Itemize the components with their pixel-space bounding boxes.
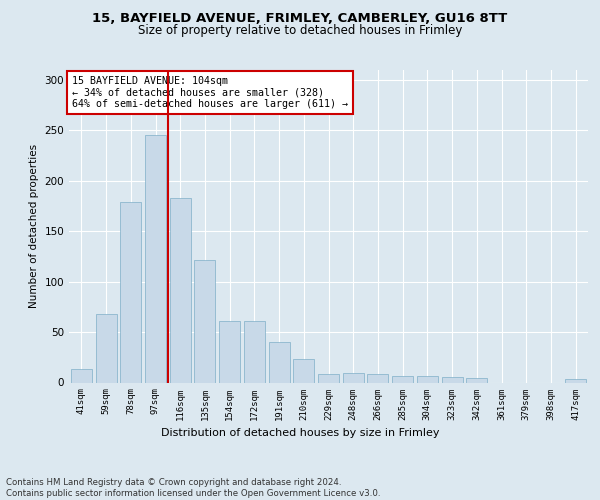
Text: 15 BAYFIELD AVENUE: 104sqm
← 34% of detached houses are smaller (328)
64% of sem: 15 BAYFIELD AVENUE: 104sqm ← 34% of deta… xyxy=(71,76,347,110)
Bar xyxy=(219,321,240,382)
Bar xyxy=(71,370,92,382)
Bar xyxy=(293,360,314,382)
Text: Contains HM Land Registry data © Crown copyright and database right 2024.
Contai: Contains HM Land Registry data © Crown c… xyxy=(6,478,380,498)
Bar xyxy=(343,374,364,382)
Y-axis label: Number of detached properties: Number of detached properties xyxy=(29,144,39,308)
Text: 15, BAYFIELD AVENUE, FRIMLEY, CAMBERLEY, GU16 8TT: 15, BAYFIELD AVENUE, FRIMLEY, CAMBERLEY,… xyxy=(92,12,508,26)
Bar xyxy=(367,374,388,382)
Bar xyxy=(417,376,438,382)
Bar xyxy=(95,314,116,382)
Bar xyxy=(392,376,413,382)
Bar xyxy=(466,378,487,382)
Bar xyxy=(565,380,586,382)
Bar xyxy=(244,321,265,382)
Bar xyxy=(145,134,166,382)
Text: Distribution of detached houses by size in Frimley: Distribution of detached houses by size … xyxy=(161,428,439,438)
Bar xyxy=(442,378,463,382)
Bar xyxy=(194,260,215,382)
Bar xyxy=(170,198,191,382)
Bar xyxy=(120,202,141,382)
Text: Size of property relative to detached houses in Frimley: Size of property relative to detached ho… xyxy=(138,24,462,37)
Bar xyxy=(269,342,290,382)
Bar xyxy=(318,374,339,382)
